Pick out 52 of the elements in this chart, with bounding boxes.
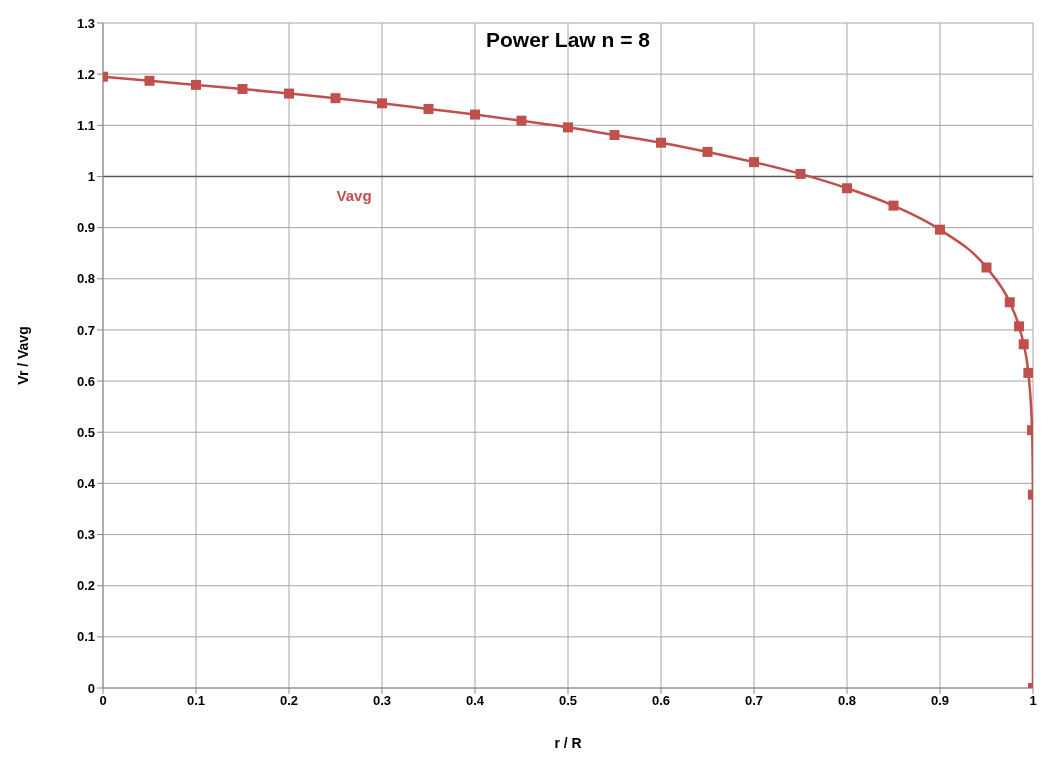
- y-tick-label: 0.6: [76, 373, 95, 389]
- x-tick-label: 0.8: [837, 693, 857, 709]
- x-tick-label: 0.3: [372, 693, 392, 709]
- chart-title: Power Law n = 8: [486, 28, 650, 51]
- point: [1023, 367, 1033, 378]
- point: [1004, 297, 1015, 308]
- y-tick-label: 0.9: [76, 220, 95, 236]
- point: [423, 103, 434, 114]
- y-tick-label: 0.4: [76, 476, 96, 491]
- point: [702, 146, 713, 157]
- point: [888, 200, 899, 211]
- point: [144, 75, 155, 86]
- x-tick-label: 1: [1029, 693, 1037, 709]
- x-tick-label: 0.9: [930, 693, 950, 709]
- x-tick-label: 0.6: [651, 693, 671, 709]
- y-tick-label: 1.2: [76, 66, 95, 82]
- y-tick-label: 1: [87, 169, 95, 185]
- x-tick-label: 0.2: [279, 693, 299, 709]
- x-tick-label: 0.7: [744, 693, 764, 709]
- y-axis-title: Vr / Vavg: [14, 326, 31, 385]
- point: [656, 137, 666, 148]
- point: [609, 130, 620, 141]
- y-tick-label: 0: [87, 680, 95, 696]
- point: [1014, 321, 1025, 332]
- point: [935, 224, 945, 235]
- y-tick-label: 0.1: [76, 629, 95, 645]
- point: [563, 122, 573, 133]
- point: [191, 79, 201, 90]
- point: [749, 157, 759, 168]
- y-tick-label: 0.7: [76, 322, 95, 338]
- x-tick-label: 0: [99, 693, 107, 709]
- point: [377, 98, 387, 109]
- point: [842, 183, 852, 194]
- point: [284, 88, 294, 99]
- point: [237, 83, 248, 94]
- point: [1018, 339, 1029, 350]
- point: [330, 93, 341, 104]
- y-tick-label: 0.3: [76, 527, 95, 543]
- y-tick-label: 0.5: [76, 424, 95, 440]
- point: [981, 262, 992, 273]
- x-tick-label: 0.4: [465, 693, 485, 709]
- x-axis-title: r / R: [554, 734, 582, 751]
- y-tick-label: 0.8: [76, 271, 95, 287]
- point: [516, 115, 527, 126]
- ref-line-label: Vavg: [336, 187, 372, 205]
- x-tick-label: 0.1: [186, 693, 206, 709]
- y-tick-label: 1.3: [76, 15, 95, 31]
- x-tick-label: 0.5: [558, 693, 578, 709]
- y-tick-label: 0.2: [76, 578, 95, 594]
- point: [470, 109, 480, 120]
- y-tick-label: 1.1: [76, 117, 95, 133]
- point: [795, 168, 806, 179]
